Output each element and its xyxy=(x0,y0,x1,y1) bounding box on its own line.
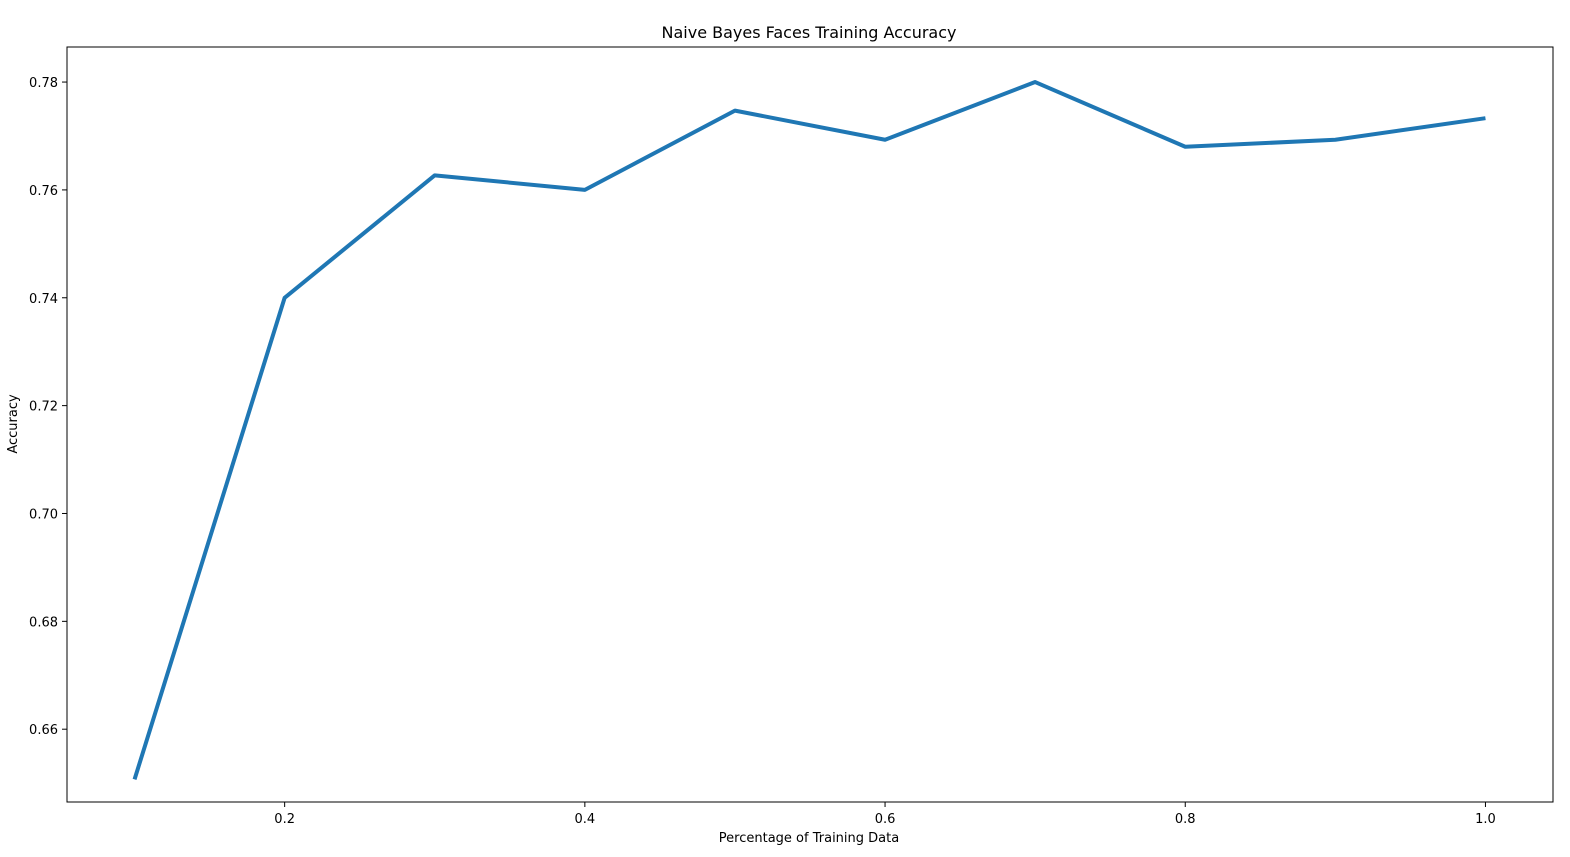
chart-title: Naive Bayes Faces Training Accuracy xyxy=(662,23,957,42)
x-axis-ticks: 0.2 0.4 0.6 0.8 1.0 xyxy=(274,802,1496,827)
plot-frame xyxy=(66,46,1554,803)
series-line-0 xyxy=(132,80,1486,780)
x-axis-label: Percentage of Training Data xyxy=(719,831,899,846)
y-axis-ticks: 0.66 0.68 0.70 0.72 0.74 0.76 0.78 xyxy=(29,76,67,738)
y-tick-label: 0.76 xyxy=(29,184,58,199)
y-tick-label: 0.74 xyxy=(29,292,58,307)
plot-area xyxy=(66,46,1554,803)
y-axis-label: Accuracy xyxy=(6,394,21,454)
y-tick-label: 0.70 xyxy=(29,507,58,522)
x-tick-label: 0.2 xyxy=(274,812,295,827)
y-tick-label: 0.68 xyxy=(29,615,58,630)
x-tick-label: 0.4 xyxy=(575,812,596,827)
x-tick-label: 1.0 xyxy=(1475,812,1496,827)
x-tick-label: 0.6 xyxy=(875,812,896,827)
series-layer xyxy=(132,80,1486,780)
y-tick-label: 0.72 xyxy=(29,400,58,415)
y-tick-label: 0.66 xyxy=(29,723,58,738)
y-tick-label: 0.78 xyxy=(29,76,58,91)
x-tick-label: 0.8 xyxy=(1175,812,1196,827)
